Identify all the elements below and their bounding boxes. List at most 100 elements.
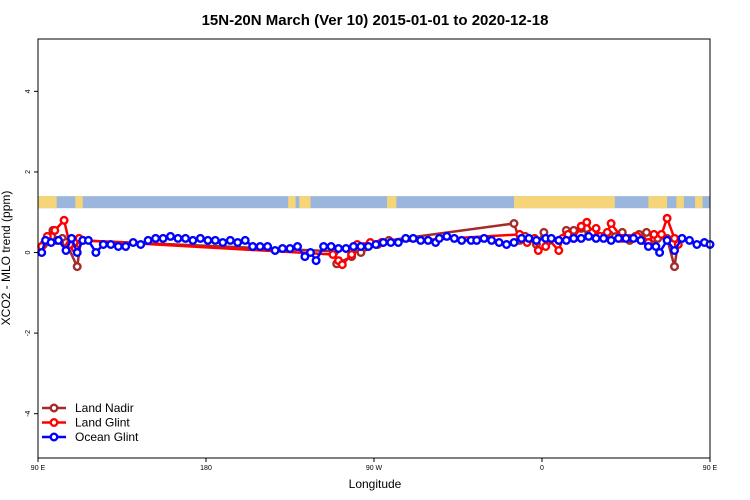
ocean-glint-point <box>91 247 101 257</box>
land-glint-point <box>602 227 612 237</box>
ocean-glint-point <box>225 235 235 245</box>
land-mass <box>288 196 296 209</box>
ocean-glint-point <box>293 241 303 251</box>
ocean-glint-point <box>531 235 541 245</box>
ocean-glint-point <box>662 235 672 245</box>
ocean-glint-point <box>165 231 175 241</box>
ocean-glint-point <box>401 233 411 243</box>
ocean-glint-point <box>334 243 344 253</box>
ocean-glint-point <box>487 235 497 245</box>
land-glint-point <box>347 249 357 259</box>
ocean-glint-point <box>218 237 228 247</box>
ocean-glint-point <box>692 239 702 249</box>
ocean-glint-point <box>341 243 351 253</box>
ocean-glint-point <box>423 235 433 245</box>
ocean-glint-point <box>128 237 138 247</box>
ocean-glint-point <box>106 239 116 249</box>
chart-title: 15N-20N March (Ver 10) 2015-01-01 to 202… <box>202 12 549 29</box>
ocean-glint-point <box>449 233 459 243</box>
ocean-glint-point <box>46 237 56 247</box>
land-glint-point <box>59 215 69 225</box>
land-glint-point <box>582 217 592 227</box>
ocean-glint-point <box>517 233 527 243</box>
land-glint-point <box>337 260 347 270</box>
ocean-glint-point <box>621 233 631 243</box>
ocean-glint-point <box>606 235 616 245</box>
ocean-glint-point <box>98 239 108 249</box>
ocean-glint-point <box>584 231 594 241</box>
ocean-glint-point <box>349 241 359 251</box>
ocean-glint-point <box>643 241 653 251</box>
land-mass <box>676 196 684 209</box>
land-glint-point <box>657 229 667 239</box>
y-axis: -4 -2 0 2 4 <box>25 89 38 417</box>
land-nadir-point <box>72 262 82 272</box>
ocean-glint-point <box>326 241 336 251</box>
ocean-glint-point <box>188 235 198 245</box>
ocean-glint-point <box>233 237 243 247</box>
ocean-glint-point <box>408 233 418 243</box>
legend-label: Land Glint <box>75 416 130 430</box>
ocean-glint-point <box>524 233 534 243</box>
ocean-glint-point <box>386 237 396 247</box>
legend-label: Land Nadir <box>75 401 134 415</box>
ocean-glint-point <box>378 237 388 247</box>
y-tick-label: 4 <box>25 89 32 93</box>
legend-swatch-marker <box>49 432 59 442</box>
ocean-glint-point <box>442 231 452 241</box>
ocean-glint-point <box>306 247 316 257</box>
ocean-glint-point <box>67 233 77 243</box>
ocean-glint-point <box>629 233 639 243</box>
land-nadir-point <box>670 262 680 272</box>
ocean-glint-point <box>569 233 579 243</box>
x-tick-label: 180 <box>200 465 212 472</box>
ocean-glint-point <box>173 233 183 243</box>
ocean-glint-point <box>554 235 564 245</box>
ocean-glint-point <box>210 235 220 245</box>
land-mass <box>38 196 57 209</box>
ocean-glint-point <box>636 235 646 245</box>
ocean-glint-point <box>61 245 71 255</box>
ocean-glint-point <box>502 239 512 249</box>
y-axis-label: XCO2 - MLO trend (ppm) <box>0 191 13 326</box>
ocean-glint-point <box>143 235 153 245</box>
ocean-glint-point <box>670 245 680 255</box>
ocean-glint-point <box>651 241 661 251</box>
ocean-glint-point <box>136 239 146 249</box>
x-tick-label: 90 E <box>703 465 718 472</box>
land-glint-point <box>541 241 551 251</box>
ocean-glint-point <box>113 241 123 251</box>
ocean-glint-point <box>300 252 310 262</box>
legend-swatch-marker <box>49 403 59 413</box>
ocean-glint-point <box>83 235 93 245</box>
ocean-glint-point <box>655 247 665 257</box>
ocean-glint-point <box>278 243 288 253</box>
land-mass <box>75 196 83 209</box>
ocean-glint-point <box>472 235 482 245</box>
ocean-glint-point <box>195 233 205 243</box>
x-axis-label: Longitude <box>349 477 402 491</box>
ocean-glint-series <box>37 231 715 266</box>
ocean-glint-point <box>434 233 444 243</box>
ocean-glint-point <box>599 233 609 243</box>
land-glint-point <box>328 249 338 259</box>
ocean-glint-point <box>591 233 601 243</box>
land-band <box>38 196 710 209</box>
legend-item-land-nadir: Land Nadir <box>42 401 134 415</box>
series-layer <box>37 213 715 272</box>
ocean-glint-point <box>158 233 168 243</box>
ocean-glint-point <box>509 237 519 247</box>
ocean-glint-point <box>416 235 426 245</box>
legend-item-land-glint: Land Glint <box>42 416 130 430</box>
legend-item-ocean-glint: Ocean Glint <box>42 430 139 444</box>
ocean-glint-point <box>255 241 265 251</box>
land-mass <box>387 196 397 209</box>
land-mass <box>514 196 615 209</box>
x-tick-label: 90 W <box>366 465 383 472</box>
land-mass <box>299 196 311 209</box>
ocean-glint-point <box>576 233 586 243</box>
ocean-glint-point <box>561 235 571 245</box>
ocean-glint-point <box>180 233 190 243</box>
ocean-glint-point <box>263 241 273 251</box>
